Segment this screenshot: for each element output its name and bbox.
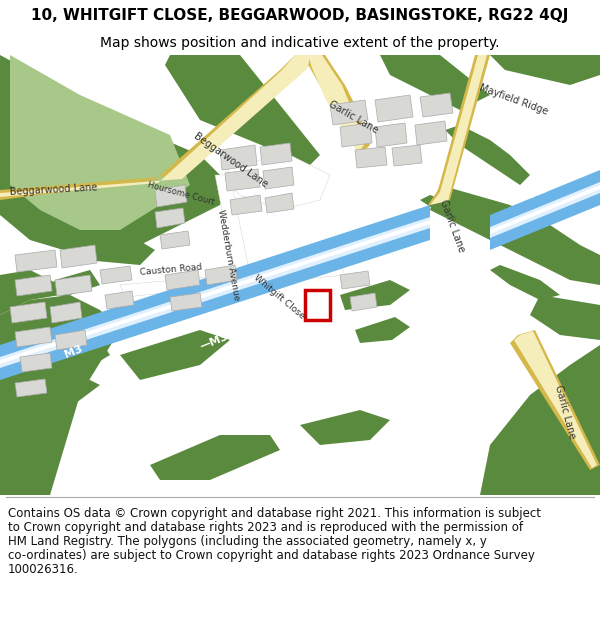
Polygon shape [80,235,155,265]
Text: M3: M3 [528,183,549,199]
Polygon shape [10,55,190,230]
Polygon shape [0,270,80,315]
Polygon shape [490,185,600,234]
Polygon shape [0,55,320,200]
Polygon shape [105,291,134,309]
Polygon shape [160,231,190,249]
Text: Garlic Lane: Garlic Lane [553,384,577,439]
Polygon shape [165,270,200,290]
Text: —M3: —M3 [198,331,229,352]
Polygon shape [205,265,237,285]
Polygon shape [15,275,52,296]
Polygon shape [340,280,410,310]
Polygon shape [420,93,453,117]
Polygon shape [305,55,370,155]
Polygon shape [350,293,377,311]
Polygon shape [445,125,530,185]
Polygon shape [0,55,230,255]
Text: Contains OS data © Crown copyright and database right 2021. This information is : Contains OS data © Crown copyright and d… [8,507,541,520]
Polygon shape [15,250,57,272]
Polygon shape [120,330,230,380]
Polygon shape [225,169,260,191]
Polygon shape [530,295,600,340]
Text: co-ordinates) are subject to Crown copyright and database rights 2023 Ordnance S: co-ordinates) are subject to Crown copyr… [8,549,535,562]
Polygon shape [120,265,345,297]
Polygon shape [20,353,52,372]
Polygon shape [0,55,310,197]
Polygon shape [392,145,422,166]
Polygon shape [480,345,600,495]
Text: Garlic Lane: Garlic Lane [328,99,380,135]
Polygon shape [330,100,368,125]
Polygon shape [420,195,500,235]
Text: Beggarwood Lane: Beggarwood Lane [192,131,270,189]
Polygon shape [490,55,600,85]
Text: Hoursome Court: Hoursome Court [147,181,216,208]
Polygon shape [170,293,202,311]
Text: HM Land Registry. The polygons (including the associated geometry, namely x, y: HM Land Registry. The polygons (includin… [8,535,487,548]
Polygon shape [415,121,447,145]
Polygon shape [300,410,390,445]
Polygon shape [0,375,100,435]
Polygon shape [0,217,430,368]
Polygon shape [15,327,52,347]
Text: 100026316.: 100026316. [8,563,79,576]
Polygon shape [490,182,600,238]
Polygon shape [265,193,294,213]
Text: Garlic Lane: Garlic Lane [439,198,467,254]
Polygon shape [215,175,250,277]
Polygon shape [375,123,407,147]
Text: Wedderburn Avenue: Wedderburn Avenue [215,209,241,302]
Polygon shape [428,55,490,205]
Polygon shape [510,330,600,470]
Text: Map shows position and indicative extent of the property.: Map shows position and indicative extent… [100,36,500,50]
Polygon shape [225,155,330,210]
Polygon shape [230,195,262,215]
Polygon shape [165,55,320,165]
Polygon shape [355,147,387,168]
Polygon shape [15,379,47,397]
Polygon shape [340,123,372,147]
Polygon shape [0,295,120,495]
Polygon shape [0,335,110,405]
Text: 10, WHITGIFT CLOSE, BEGGARWOOD, BASINGSTOKE, RG22 4QJ: 10, WHITGIFT CLOSE, BEGGARWOOD, BASINGST… [31,8,569,23]
Text: Whitgift Close: Whitgift Close [252,274,307,321]
Text: Mayfield Ridge: Mayfield Ridge [478,82,550,116]
Polygon shape [55,330,87,350]
Polygon shape [50,302,82,323]
Polygon shape [308,55,364,153]
Text: M3: M3 [63,343,84,359]
Polygon shape [380,55,490,110]
Polygon shape [150,435,280,480]
Polygon shape [260,143,292,165]
Polygon shape [263,167,294,189]
Polygon shape [50,270,100,295]
Polygon shape [375,95,413,122]
Polygon shape [355,317,410,343]
Polygon shape [430,55,487,205]
Polygon shape [100,266,132,284]
Polygon shape [10,302,47,323]
Polygon shape [60,245,97,268]
Polygon shape [340,271,370,289]
Text: Beggarwood Lane: Beggarwood Lane [10,182,98,197]
Polygon shape [490,265,560,300]
Polygon shape [0,205,430,380]
Polygon shape [55,275,92,296]
Polygon shape [430,185,600,285]
Text: Causton Road: Causton Road [140,263,203,278]
Polygon shape [155,185,187,207]
Polygon shape [0,220,430,364]
Polygon shape [220,145,257,170]
Polygon shape [490,170,600,250]
Polygon shape [155,208,185,228]
Polygon shape [514,331,597,468]
Text: to Crown copyright and database rights 2023 and is reproduced with the permissio: to Crown copyright and database rights 2… [8,521,523,534]
